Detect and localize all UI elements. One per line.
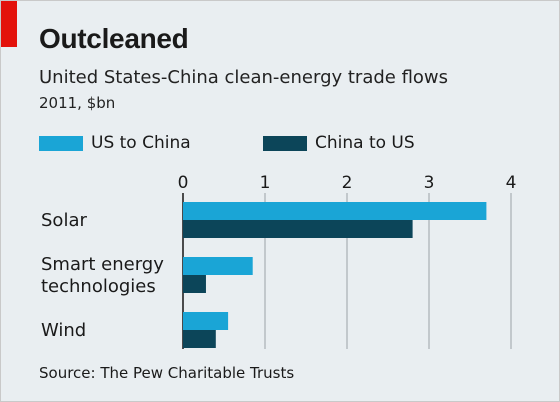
legend-item-china-to-us: China to US — [263, 128, 415, 158]
category-label-2: Wind — [41, 320, 86, 341]
brand-tag — [1, 1, 17, 47]
bar-china-to-us-0 — [183, 220, 413, 238]
chart-unit: 2011, $bn — [39, 94, 116, 112]
chart-source: Source: The Pew Charitable Trusts — [39, 364, 295, 382]
bar-us-to-china-1 — [183, 257, 253, 275]
category-label-1-line-1: technologies — [41, 276, 156, 297]
legend-item-us-to-china: US to China — [39, 128, 191, 158]
legend-swatch-china-to-us — [263, 135, 307, 151]
legend-label-us-to-china: US to China — [91, 133, 191, 153]
bar-us-to-china-2 — [183, 312, 229, 330]
legend-label-china-to-us: China to US — [315, 133, 415, 153]
bar-china-to-us-2 — [183, 330, 216, 348]
chart-title: Outcleaned — [39, 23, 189, 54]
x-tick-label-4: 4 — [506, 173, 517, 193]
bar-us-to-china-0 — [183, 202, 487, 220]
legend-swatch-us-to-china — [39, 135, 83, 151]
chart-subtitle: United States-China clean-energy trade f… — [39, 67, 449, 88]
category-label-1-line-0: Smart energy — [41, 254, 164, 275]
x-tick-label-1: 1 — [260, 173, 271, 193]
category-label-0: Solar — [41, 210, 87, 231]
x-tick-label-0: 0 — [178, 173, 189, 193]
bar-china-to-us-1 — [183, 275, 206, 293]
x-tick-label-2: 2 — [342, 173, 353, 193]
x-tick-label-3: 3 — [424, 173, 435, 193]
